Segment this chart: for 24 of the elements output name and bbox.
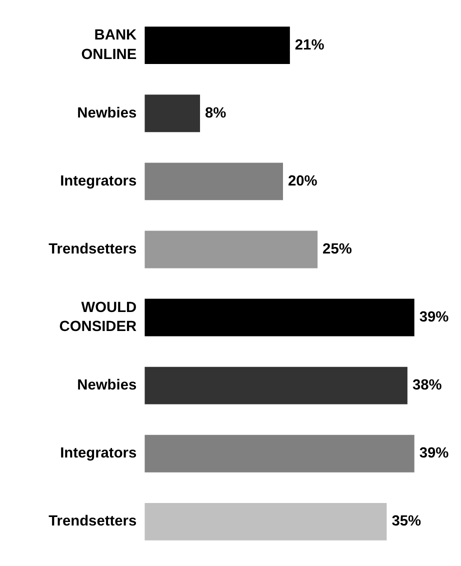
y-tick-label: Newbies [77, 105, 137, 122]
data-label: 39% [419, 446, 449, 462]
bar [144, 230, 318, 268]
y-tick-label: Trendsetters [48, 241, 137, 258]
bar [144, 434, 414, 472]
data-label: 38% [412, 378, 442, 394]
data-label: 35% [392, 514, 422, 530]
bar [144, 298, 414, 336]
data-label: 21% [294, 37, 324, 54]
y-tick-label: Trendsetters [48, 514, 137, 530]
data-label: 8% [205, 105, 226, 122]
data-label: 25% [322, 241, 352, 258]
bar [144, 94, 200, 132]
bar [144, 162, 283, 200]
data-label: 20% [288, 173, 318, 190]
y-tick-label: Newbies [77, 378, 137, 394]
bar [144, 26, 290, 64]
bar [144, 502, 387, 540]
data-label: 39% [419, 310, 449, 326]
y-tick-label: Integrators [60, 173, 137, 190]
bar [144, 366, 408, 404]
y-tick-label: BANK ONLINE [81, 28, 138, 63]
y-tick-label: WOULD CONSIDER [59, 300, 138, 336]
y-tick-label: Integrators [60, 446, 137, 462]
